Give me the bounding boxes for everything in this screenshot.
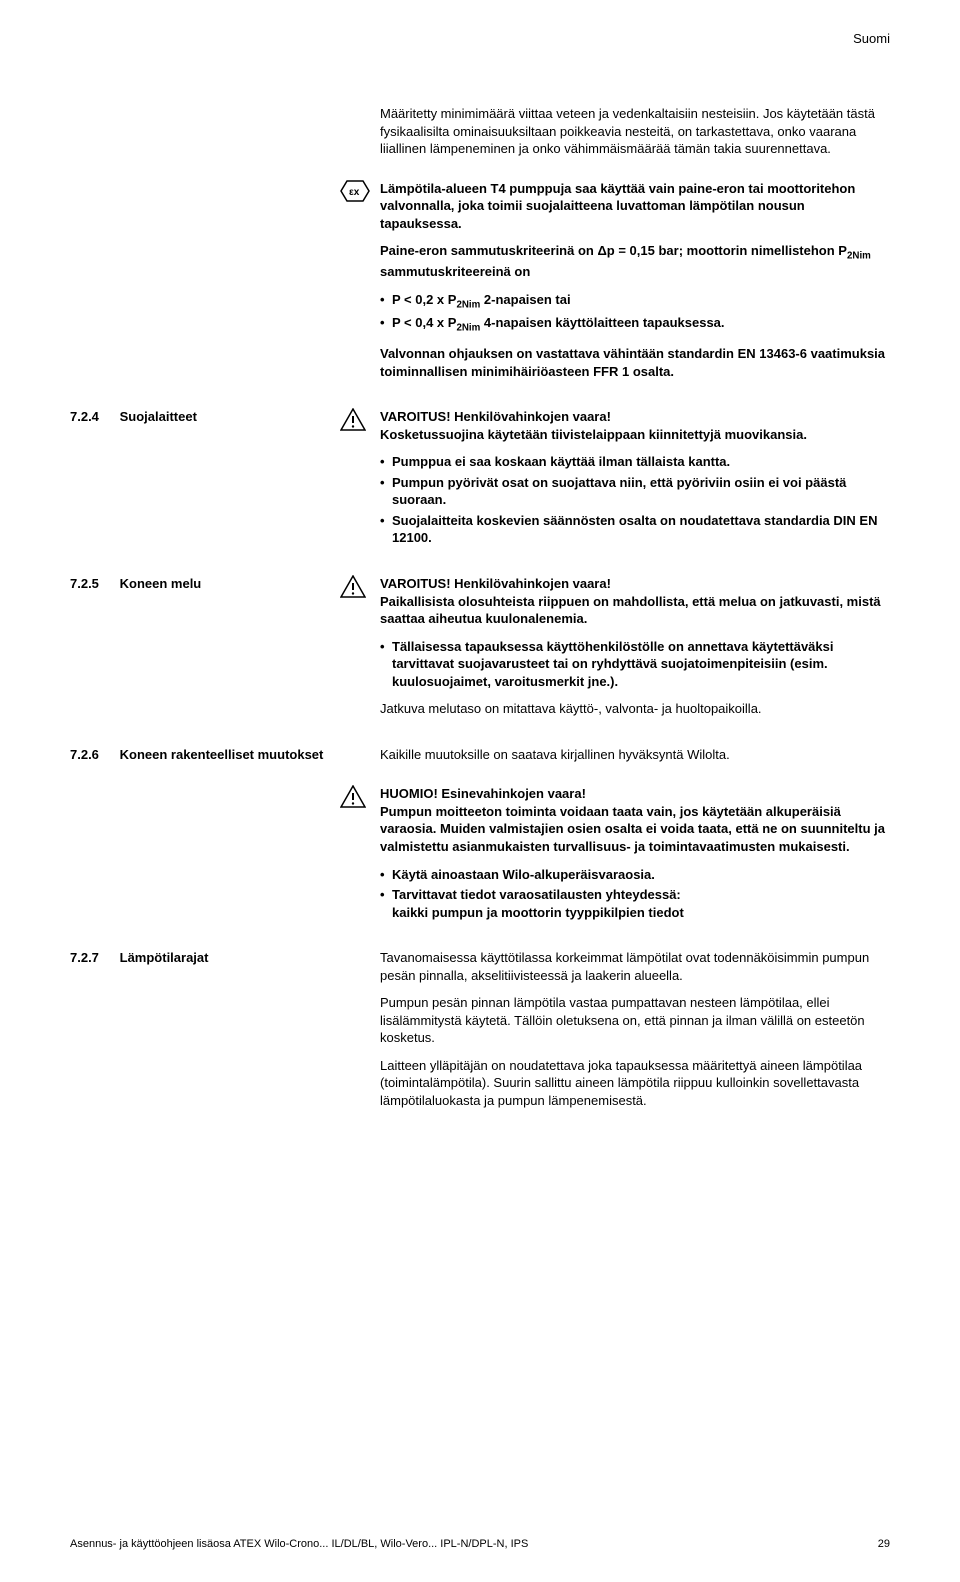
s725-after: Jatkuva melutaso on mitattava käyttö-, v… — [380, 700, 890, 718]
section-title-725: Koneen melu — [120, 575, 202, 593]
s725-bullets: Tällaisessa tapauksessa käyttöhenkilöstö… — [380, 638, 890, 691]
s727-p1: Tavanomaisessa käyttötilassa korkeimmat … — [380, 949, 890, 984]
section-number-724: 7.2.4 — [70, 408, 116, 426]
section-number-725: 7.2.5 — [70, 575, 116, 593]
s726-lead: Kaikille muutoksille on saatava kirjalli… — [380, 746, 890, 764]
svg-text:εx: εx — [349, 187, 360, 198]
s726-bullets: Käytä ainoastaan Wilo-alkuperäisvaraosia… — [380, 866, 890, 922]
s727-p3: Laitteen ylläpitäjän on noudatettava jok… — [380, 1057, 890, 1110]
intro-paragraph-4: Valvonnan ohjauksen on vastattava vähint… — [380, 345, 890, 380]
s724-warning-title: VAROITUS! Henkilövahinkojen vaara! — [380, 408, 890, 426]
section-title-727: Lämpötilarajat — [120, 949, 209, 967]
s726-warning-text: Pumpun moitteeton toiminta voidaan taata… — [380, 803, 890, 856]
intro-paragraph-1: Määritetty minimimäärä viittaa veteen ja… — [380, 105, 890, 158]
s725-warning-title: VAROITUS! Henkilövahinkojen vaara! — [380, 575, 890, 593]
intro-paragraph-3: Paine-eron sammutuskriteerinä on Δp = 0,… — [380, 242, 890, 280]
section-number-726: 7.2.6 — [70, 746, 116, 764]
section-number-727: 7.2.7 — [70, 949, 116, 967]
footer-page-number: 29 — [878, 1537, 890, 1552]
s726-warning-title: HUOMIO! Esinevahinkojen vaara! — [380, 785, 890, 803]
section-title-724: Suojalaitteet — [120, 408, 197, 426]
intro-bullets: P < 0,2 x P2Nim 2-napaisen tai P < 0,4 x… — [380, 291, 890, 336]
warning-icon — [340, 408, 366, 432]
s724-bullets: Pumppua ei saa koskaan käyttää ilman täl… — [380, 453, 890, 547]
language-header: Suomi — [853, 30, 890, 48]
s725-warning-text: Paikallisista olosuhteista riippuen on m… — [380, 593, 890, 628]
warning-icon — [340, 785, 366, 809]
s727-p2: Pumpun pesän pinnan lämpötila vastaa pum… — [380, 994, 890, 1047]
intro-paragraph-2: Lämpötila-alueen T4 pumppuja saa käyttää… — [380, 180, 890, 233]
ex-icon: εx — [340, 180, 370, 202]
s724-warning-text: Kosketussuojina käytetään tiivistelaippa… — [380, 426, 890, 444]
section-title-726: Koneen rakenteelliset muutokset — [120, 746, 324, 764]
warning-icon — [340, 575, 366, 599]
footer-left: Asennus- ja käyttöohjeen lisäosa ATEX Wi… — [70, 1537, 528, 1552]
